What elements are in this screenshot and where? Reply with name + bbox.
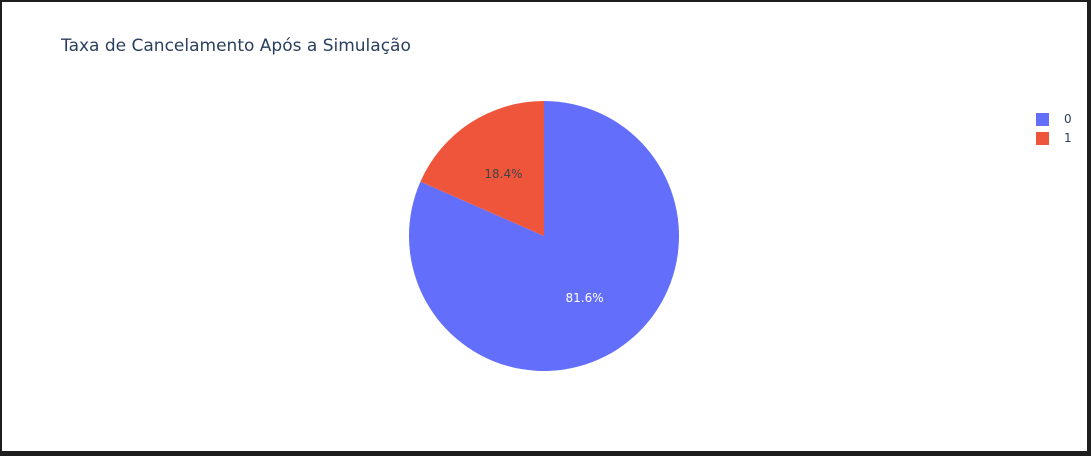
- legend-swatch-1: [1036, 132, 1049, 145]
- pie-slice-label-0: 81.6%: [566, 291, 604, 305]
- legend-label-0: 0: [1064, 112, 1072, 126]
- legend-item-1[interactable]: 1: [1036, 129, 1072, 148]
- legend-item-0[interactable]: 0: [1036, 110, 1072, 129]
- chart-title: Taxa de Cancelamento Após a Simulação: [61, 36, 411, 56]
- pie-slices: [409, 101, 679, 372]
- legend-label-1: 1: [1064, 131, 1072, 145]
- pie-slice-1[interactable]: [420, 101, 544, 236]
- pie-slice-label-1: 18.4%: [484, 167, 522, 181]
- legend: 0 1: [1036, 110, 1072, 148]
- pie-slice-labels: 81.6% 18.4%: [484, 167, 603, 305]
- pie-chart: 81.6% 18.4%: [409, 101, 679, 372]
- legend-swatch-0: [1036, 113, 1049, 126]
- pie-slice-0[interactable]: [409, 101, 679, 372]
